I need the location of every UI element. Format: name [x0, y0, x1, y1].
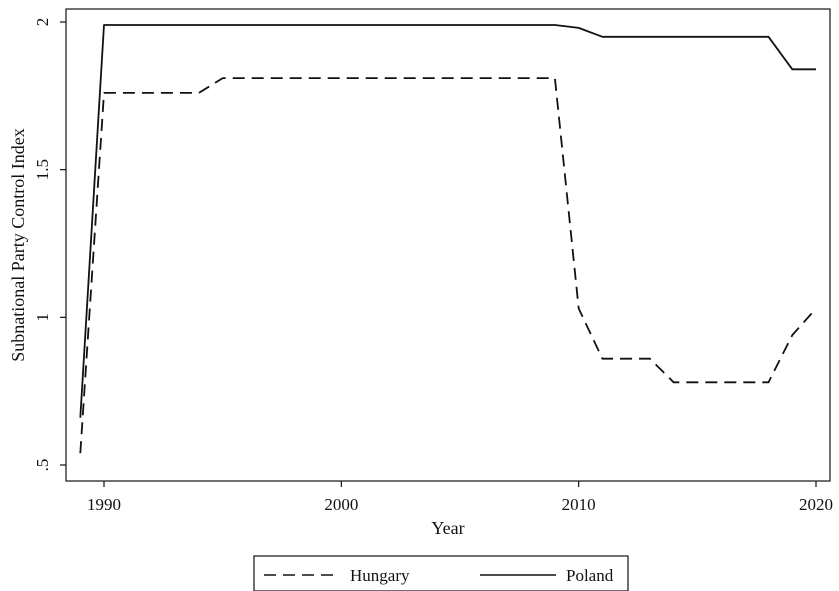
- y-axis: .5 1 1.5 2: [33, 18, 66, 472]
- x-tick-label: 2020: [799, 495, 833, 514]
- x-tick-label: 2000: [324, 495, 358, 514]
- y-axis-title: Subnational Party Control Index: [8, 128, 28, 361]
- x-axis: 1990 2000 2010 2020: [87, 481, 833, 514]
- legend-box: [253, 555, 629, 591]
- legend: Hungary Poland: [253, 555, 629, 591]
- series-layer: [79, 24, 817, 454]
- y-tick-label: .5: [33, 459, 52, 472]
- x-tick-label: 1990: [87, 495, 121, 514]
- y-tick-label: 1: [33, 313, 52, 322]
- plot-area-frame: [65, 8, 831, 482]
- x-axis-title: Year: [431, 518, 464, 538]
- y-tick-label: 2: [33, 18, 52, 27]
- x-tick-label: 2010: [562, 495, 596, 514]
- y-tick-label: 1.5: [33, 159, 52, 180]
- legend-label-hungary: Hungary: [350, 566, 410, 585]
- series-line-poland: [79, 24, 816, 418]
- series-line-hungary: [79, 77, 817, 454]
- legend-label-poland: Poland: [566, 566, 614, 585]
